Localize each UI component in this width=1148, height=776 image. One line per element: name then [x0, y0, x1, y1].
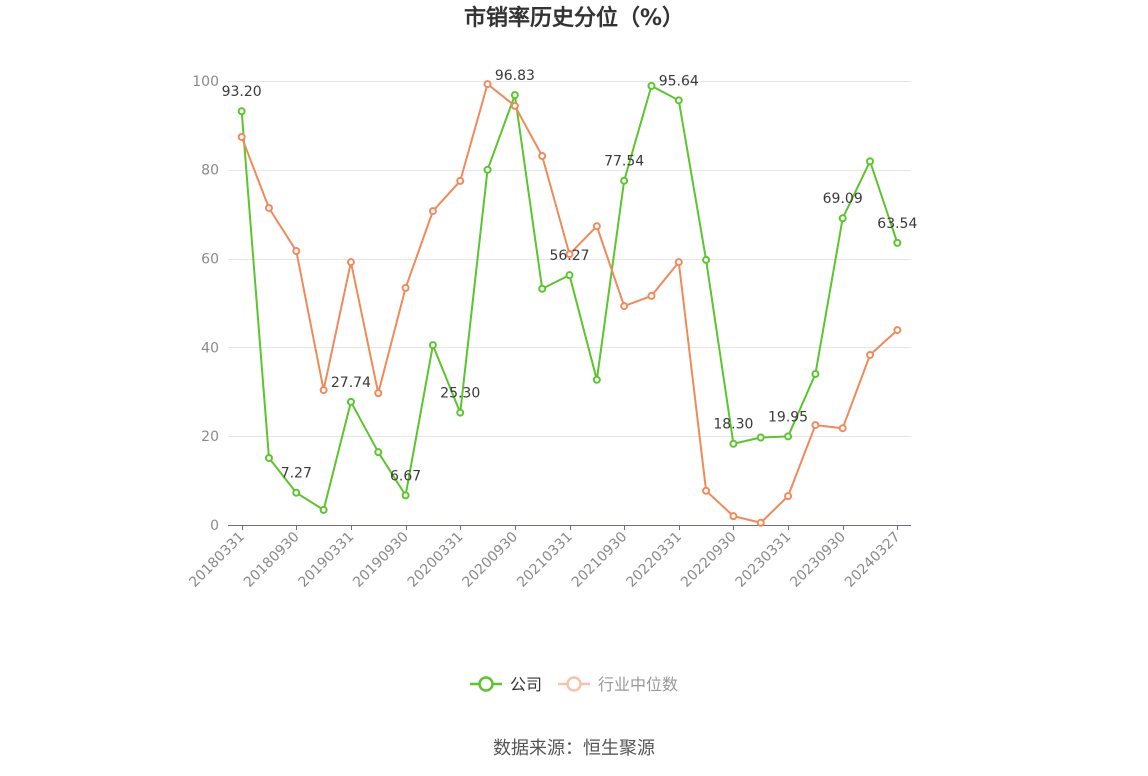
data-point-company — [866, 157, 875, 166]
data-point-company — [647, 81, 656, 90]
data-label-company: 56.27 — [549, 248, 589, 264]
data-point-company — [784, 432, 793, 441]
data-label-company: 77.54 — [604, 154, 644, 170]
data-point-company — [510, 91, 519, 100]
x-tick-label: 20230930 — [787, 529, 849, 591]
grid — [228, 81, 911, 526]
data-point-company — [483, 165, 492, 174]
x-tick-label: 20220930 — [678, 529, 740, 591]
data-point-industry-median — [237, 132, 246, 141]
legend-item-company[interactable]: 公司 — [470, 675, 542, 694]
x-tick-label: 20180331 — [186, 529, 248, 591]
data-point-company — [756, 433, 765, 442]
y-tick-label: 20 — [201, 429, 219, 445]
data-point-company — [838, 214, 847, 223]
data-point-company — [811, 370, 820, 379]
x-tick-label: 20210930 — [569, 529, 631, 591]
data-point-industry-median — [620, 302, 629, 311]
data-point-industry-median — [456, 176, 465, 185]
data-point-industry-median — [374, 389, 383, 398]
data-point-industry-median — [346, 258, 355, 267]
legend-icon-industry-median-group — [558, 676, 590, 692]
data-label-company: 63.54 — [877, 216, 917, 232]
data-point-company — [346, 397, 355, 406]
data-point-industry-median — [592, 222, 601, 231]
legend-icon-company — [478, 676, 494, 692]
data-point-company — [674, 96, 683, 105]
data-point-industry-median — [702, 486, 711, 495]
data-point-company — [401, 491, 410, 500]
legend-label-company: 公司 — [510, 675, 542, 694]
data-label-company: 7.27 — [281, 466, 312, 482]
data-point-company — [592, 375, 601, 384]
data-point-industry-median — [647, 291, 656, 300]
data-label-company: 6.67 — [390, 468, 421, 484]
y-tick-label: 100 — [192, 74, 219, 90]
data-point-industry-median — [674, 258, 683, 267]
legend: 公司 行业中位数 — [470, 675, 678, 694]
x-tick-label: 20190930 — [350, 529, 412, 591]
data-point-industry-median — [838, 424, 847, 433]
data-point-industry-median — [428, 207, 437, 216]
x-tick-label: 20200331 — [405, 529, 467, 591]
x-tick-label: 20180930 — [241, 529, 303, 591]
data-point-company — [456, 408, 465, 417]
y-tick-label: 40 — [201, 340, 219, 356]
data-point-company — [620, 176, 629, 185]
data-point-industry-median — [292, 247, 301, 256]
data-label-company: 95.64 — [659, 73, 699, 89]
data-point-industry-median — [264, 203, 273, 212]
x-tick-label: 20240327 — [842, 529, 904, 591]
series-line-industry-median — [240, 83, 899, 524]
data-point-industry-median — [401, 283, 410, 292]
series-layer — [237, 80, 902, 527]
data-point-industry-median — [866, 350, 875, 359]
data-label-company: 25.30 — [440, 386, 480, 402]
x-tick-label: 20220331 — [623, 529, 685, 591]
data-label-company: 93.20 — [222, 84, 262, 100]
data-point-industry-median — [756, 518, 765, 527]
data-point-company — [729, 439, 738, 448]
data-point-company — [538, 284, 547, 293]
data-point-company — [702, 255, 711, 264]
data-point-industry-median — [784, 492, 793, 501]
data-labels: 93.20 7.27 27.74 6.67 25.30 96.83 56.27 77.54 95… — [222, 68, 918, 484]
data-point-company — [292, 488, 301, 497]
y-tick-label: 0 — [210, 518, 219, 534]
legend-item-industry-median[interactable]: 行业中位数 — [558, 675, 678, 694]
data-point-company — [319, 505, 328, 514]
x-tick-label: 20230331 — [733, 529, 795, 591]
data-label-company: 27.74 — [331, 375, 371, 391]
data-label-company: 18.30 — [713, 417, 753, 433]
x-tick-label: 20190331 — [296, 529, 358, 591]
data-point-company — [893, 238, 902, 247]
legend-icon-industry-median — [566, 676, 582, 692]
data-point-industry-median — [811, 421, 820, 430]
legend-label-industry-median: 行业中位数 — [598, 675, 678, 694]
x-tick-label: 20210331 — [514, 529, 576, 591]
data-point-industry-median — [483, 80, 492, 89]
chart-title: 市销率历史分位（%） — [464, 5, 684, 31]
data-point-industry-median — [319, 386, 328, 395]
data-point-industry-median — [565, 250, 574, 259]
data-point-company — [428, 341, 437, 350]
data-point-company — [565, 271, 574, 280]
y-tick-label: 80 — [201, 163, 219, 179]
data-label-company: 96.83 — [495, 68, 535, 84]
series-line-company — [240, 84, 899, 511]
source-note: 数据来源：恒生聚源 — [493, 738, 655, 759]
data-point-company — [264, 453, 273, 462]
x-tick-label: 20200930 — [459, 529, 521, 591]
data-point-company — [237, 107, 246, 116]
data-point-company — [374, 448, 383, 457]
data-point-industry-median — [893, 326, 902, 335]
data-label-company: 19.95 — [768, 409, 808, 425]
data-point-industry-median — [510, 101, 519, 110]
data-label-company: 69.09 — [823, 191, 863, 207]
y-tick-label: 60 — [201, 252, 219, 268]
data-point-industry-median — [538, 152, 547, 161]
data-point-industry-median — [729, 512, 738, 521]
axes: 0 20 40 60 80 100 2018033120180930201903312019… — [186, 74, 911, 591]
